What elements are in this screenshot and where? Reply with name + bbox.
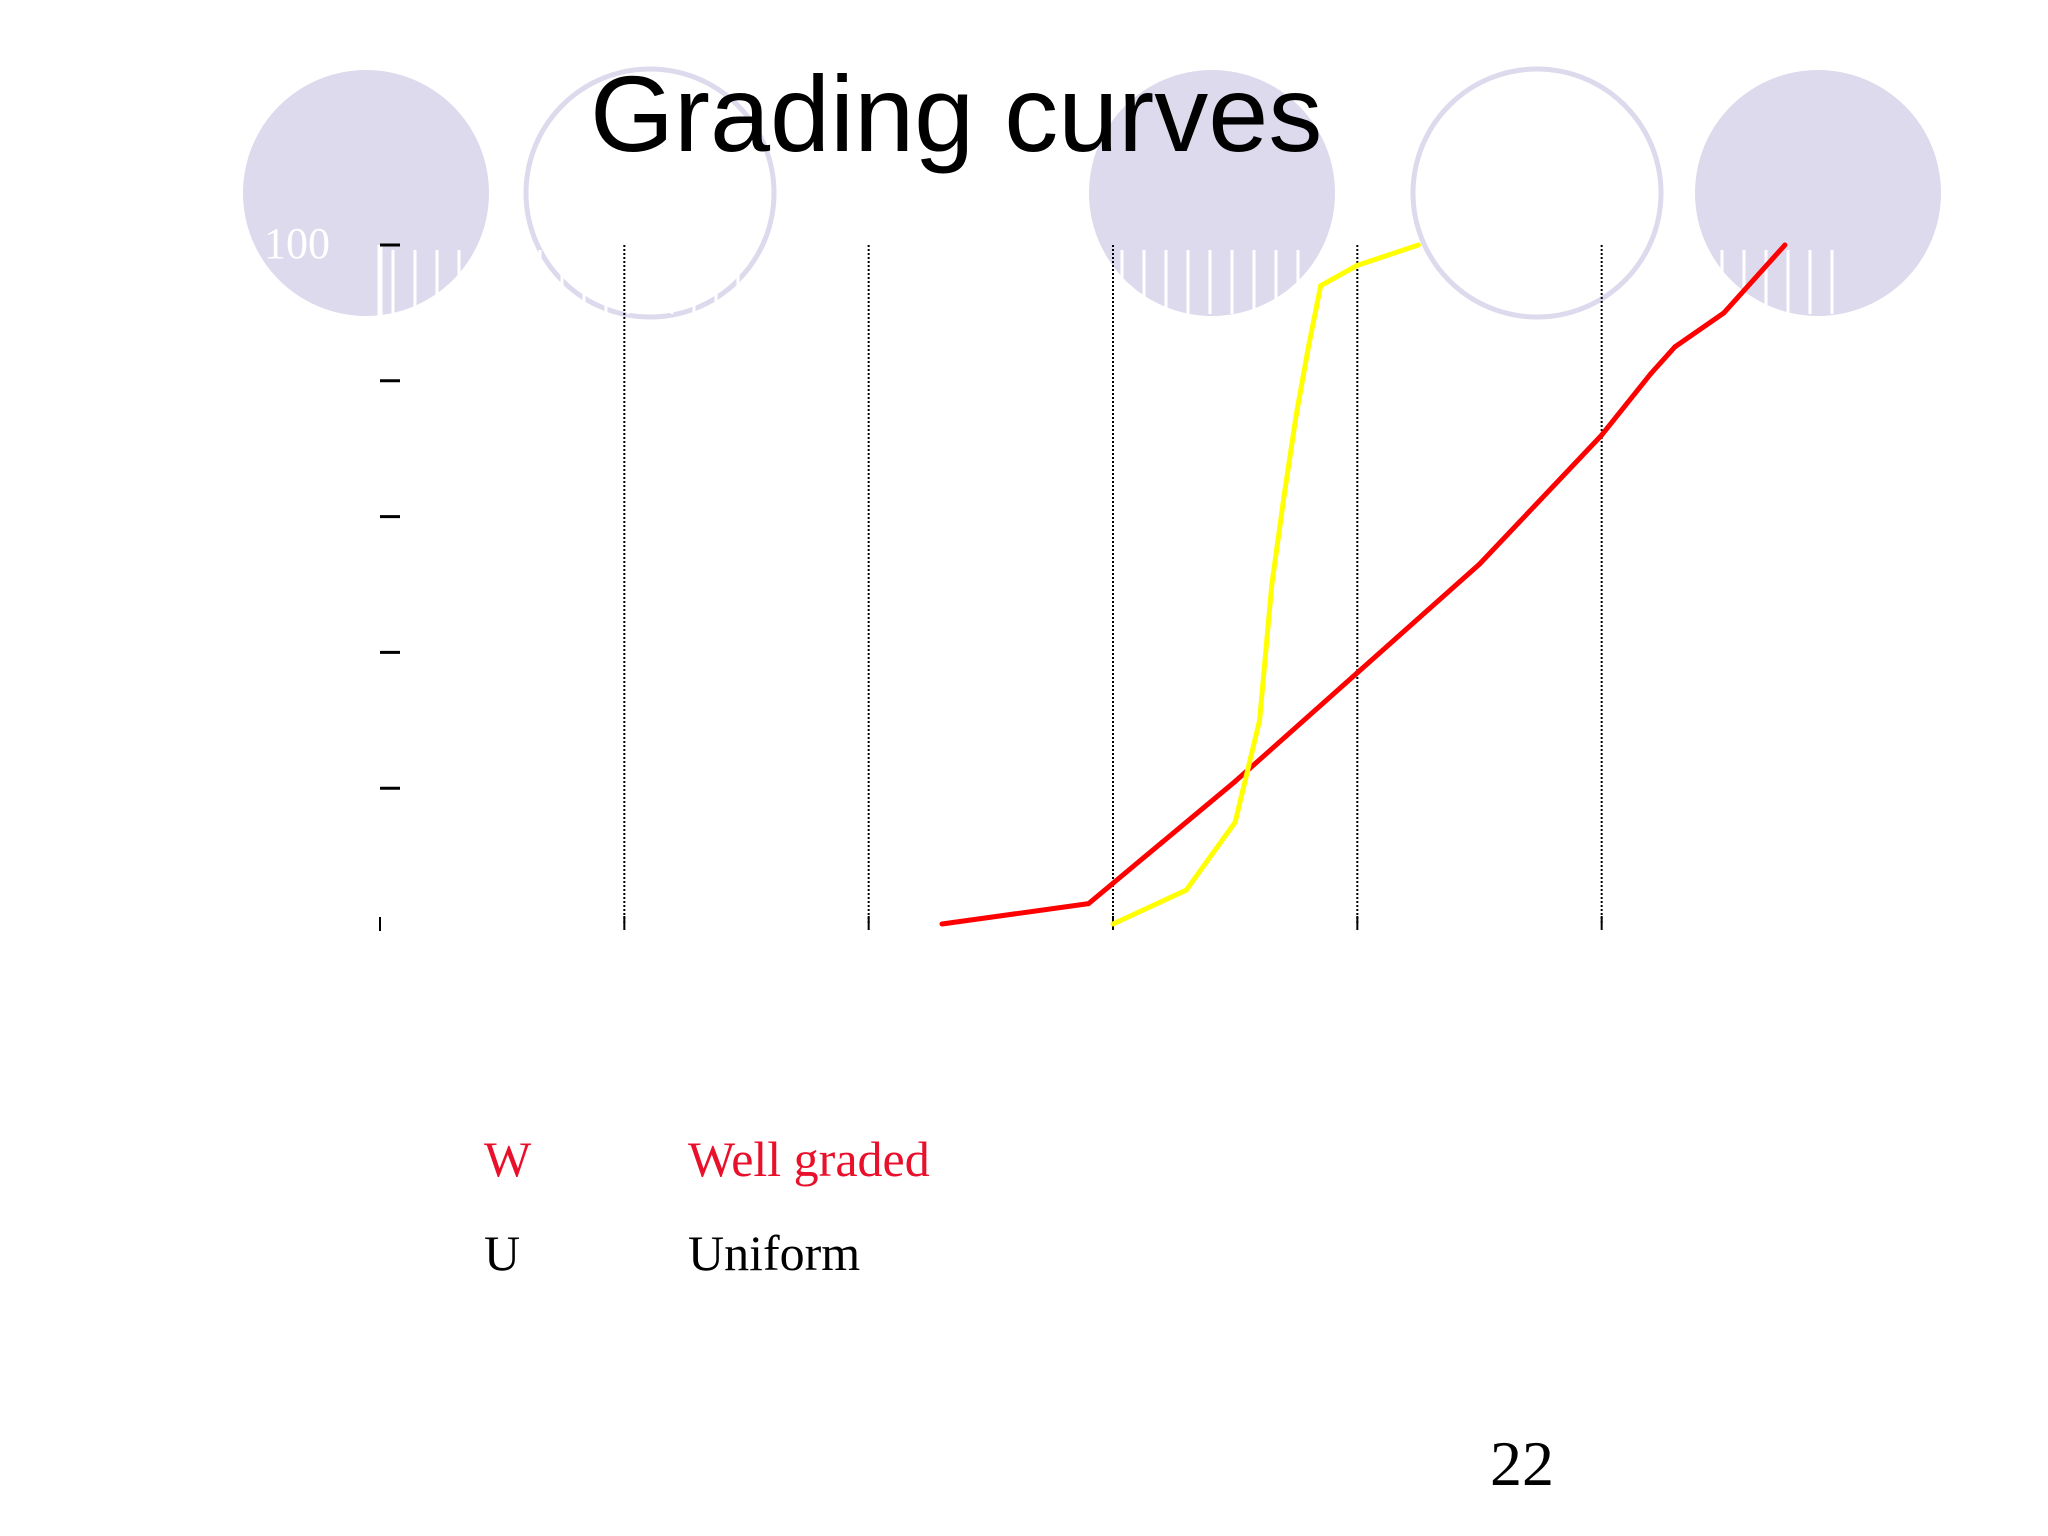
legend-code-well-graded: W — [484, 1131, 532, 1187]
gridlines — [623, 245, 1603, 924]
data-point-U — [1281, 493, 1287, 499]
data-point-U — [1305, 344, 1311, 350]
data-point-U — [1415, 242, 1421, 248]
legend-desc-well-graded: Well graded — [688, 1131, 930, 1187]
data-point-U — [1183, 887, 1189, 893]
data-point-W — [1232, 778, 1238, 784]
data-point-W — [1672, 344, 1678, 350]
data-point-W — [1721, 310, 1727, 316]
data-point-W — [939, 921, 945, 927]
data-point-W — [1086, 901, 1092, 907]
decor-circle — [243, 70, 489, 316]
data-point-W — [1648, 371, 1654, 377]
decor-circle — [1695, 70, 1941, 316]
legend-code-uniform: U — [484, 1225, 521, 1281]
data-point-W — [1110, 880, 1116, 886]
data-point-W — [1354, 670, 1360, 676]
data-point-W — [1477, 561, 1482, 567]
decor-circle — [1410, 66, 1664, 320]
series-line-U — [1111, 242, 1420, 927]
data-point-U — [1269, 582, 1275, 587]
decor-circle — [523, 66, 777, 320]
legend-desc-uniform: Uniform — [688, 1225, 861, 1281]
data-point-U — [1232, 819, 1238, 825]
series-lines — [939, 242, 1788, 927]
y-ticks — [379, 243, 400, 931]
data-point-U — [1354, 262, 1360, 268]
data-point-U — [1293, 412, 1299, 418]
page-number: 22 — [1490, 1428, 1554, 1499]
grading-chart — [377, 242, 1788, 931]
data-point-W — [1782, 242, 1788, 248]
decor-circle — [1089, 70, 1335, 316]
data-point-U — [1110, 921, 1116, 927]
y-tick-label-100: 100 — [264, 219, 330, 268]
data-point-U — [1318, 283, 1324, 289]
data-point-W — [1599, 432, 1605, 438]
data-point-W — [1159, 840, 1165, 846]
data-point-U — [1257, 717, 1263, 723]
decorative-circles — [243, 66, 1941, 320]
slide-title: Grading curves — [590, 53, 1323, 174]
x-ticks — [623, 916, 1603, 930]
series-line-W — [941, 243, 1787, 927]
